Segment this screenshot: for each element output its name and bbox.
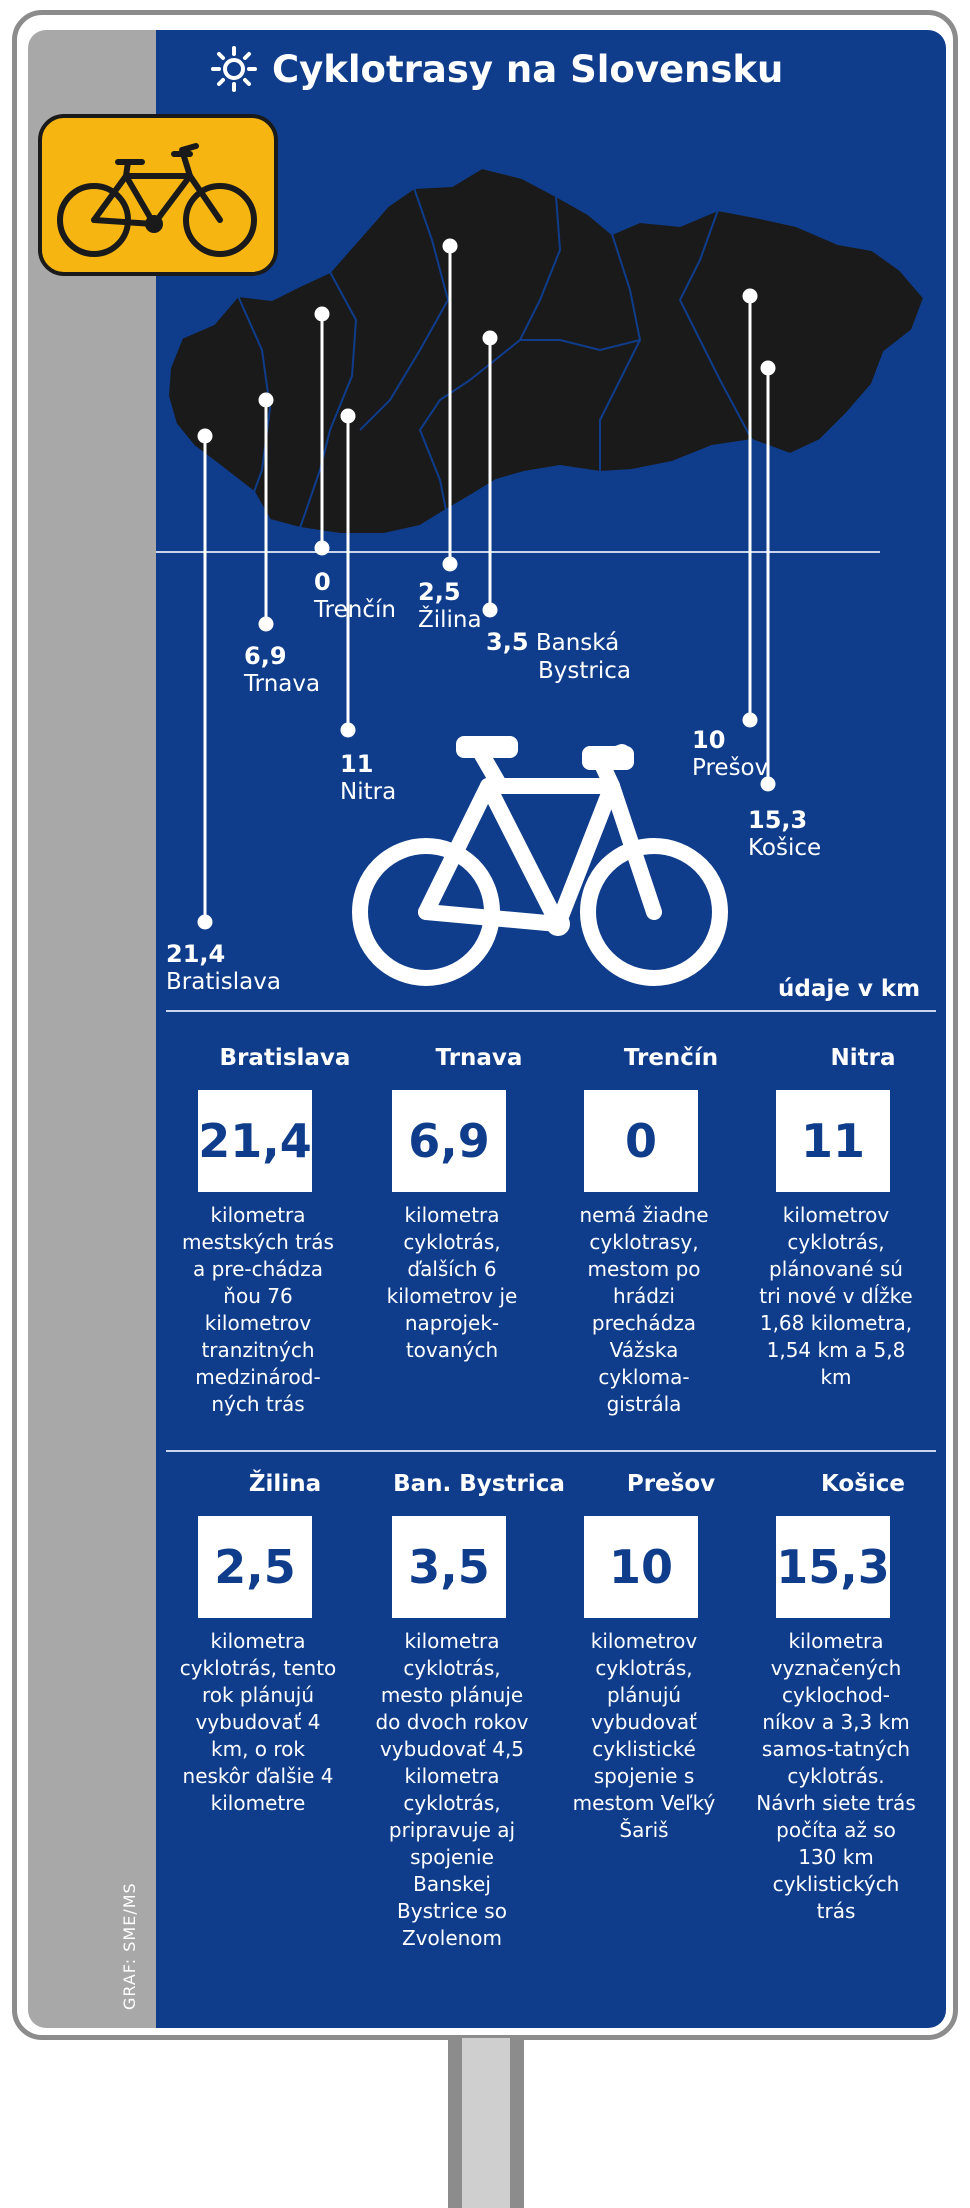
- map-city: Bratislava: [166, 969, 281, 995]
- map-label-trnava: 6,9 Trnava: [244, 642, 320, 698]
- slovakia-silhouette: [166, 166, 926, 535]
- region-border: [299, 271, 358, 529]
- sun-icon: [211, 46, 257, 92]
- map-value: 15,3: [748, 806, 808, 834]
- map-label-zilina: 2,5 Žilina: [418, 578, 482, 634]
- map-label-trencin: 0 Trenčín: [314, 568, 396, 624]
- card-description: kilometra cyklotrás, ďalších 6 kilometro…: [386, 1203, 518, 1362]
- card-city: Bratislava: [219, 1045, 351, 1071]
- page-title: Cyklotrasy na Slovensku: [272, 47, 784, 91]
- card-value: 10: [608, 1540, 673, 1594]
- region-border: [678, 209, 753, 441]
- card-value: 21,4: [198, 1114, 312, 1168]
- city-card-zilina: Žilina 2,5 kilometra cyklotrás, tento ro…: [180, 1470, 373, 1817]
- city-card-kosice: Košice 15,3 kilometra vyznačených cykloc…: [756, 1470, 951, 1925]
- map-city: Trenčín: [314, 597, 396, 623]
- map-label-bratislava: 21,4 Bratislava: [166, 940, 281, 996]
- map-value: 3,5: [486, 628, 529, 656]
- card-description: kilometrov cyklotrás, plánované sú tri n…: [759, 1203, 913, 1389]
- divider: [166, 1010, 936, 1012]
- card-value-box: 15,3: [776, 1516, 890, 1618]
- slovakia-map: [156, 166, 926, 986]
- region-border: [418, 195, 562, 511]
- map-city: Trnava: [244, 671, 321, 697]
- region-border: [520, 339, 641, 352]
- card-description: nemá žiadne cyklotrasy, mestom po hrádzi…: [579, 1203, 709, 1416]
- city-card-trencin: Trenčín 0 nemá žiadne cyklotrasy, mestom…: [579, 1044, 759, 1418]
- card-value-box: 11: [776, 1090, 890, 1192]
- map-value-row: 3,5 Banská: [486, 628, 631, 657]
- city-card-presov: Prešov 10 kilometrov cyklotrás, plánujú …: [573, 1470, 759, 1844]
- card-description: kilometra cyklotrás, tento rok plánujú v…: [179, 1629, 337, 1815]
- card-city: Trnava: [435, 1045, 523, 1071]
- map-value: 0: [314, 568, 331, 596]
- map-value: 11: [340, 750, 374, 778]
- map-city: Prešov: [692, 755, 769, 781]
- card-value: 11: [800, 1114, 865, 1168]
- map-city-line1: Banská: [535, 630, 620, 656]
- card-value-box: 6,9: [392, 1090, 506, 1192]
- card-value-box: 21,4: [198, 1090, 312, 1192]
- map-city: Žilina: [418, 607, 482, 633]
- map-label-nitra: 11 Nitra: [340, 750, 396, 806]
- card-city: Ban. Bystrica: [393, 1471, 565, 1497]
- region-border: [599, 233, 642, 472]
- card-value-box: 10: [584, 1516, 698, 1618]
- card-city: Prešov: [626, 1471, 716, 1497]
- card-city: Žilina: [248, 1471, 322, 1497]
- card-city: Trenčín: [623, 1045, 719, 1071]
- card-value: 2,5: [214, 1540, 296, 1594]
- card-description: kilometrov cyklotrás, plánujú vybudovať …: [572, 1629, 716, 1842]
- map-value: 21,4: [166, 940, 226, 968]
- sign-side-strip: [28, 30, 156, 2028]
- map-value: 10: [692, 726, 726, 754]
- card-value-box: 2,5: [198, 1516, 312, 1618]
- card-value: 6,9: [408, 1114, 490, 1168]
- card-description: kilometra cyklotrás, mesto plánuje do dv…: [375, 1629, 529, 1950]
- map-city: Nitra: [340, 779, 397, 805]
- card-value: 15,3: [776, 1540, 890, 1594]
- map-label-presov: 10 Prešov: [692, 726, 768, 782]
- city-card-nitra: Nitra 11 kilometrov cyklotrás, plánované…: [759, 1044, 951, 1391]
- card-value: 3,5: [408, 1540, 490, 1594]
- region-border: [359, 187, 450, 431]
- city-card-bratislava: Bratislava 21,4 kilometra mestských trás…: [182, 1044, 373, 1418]
- region-border: [237, 295, 272, 493]
- sign-pole-highlight: [462, 2038, 510, 2208]
- unit-note: údaje v km: [778, 976, 921, 1002]
- card-value-box: 0: [584, 1090, 698, 1192]
- city-card-trnava: Trnava 6,9 kilometra cyklotrás, ďalších …: [387, 1044, 567, 1364]
- card-city: Košice: [820, 1471, 906, 1497]
- bicycle-icon: [57, 143, 257, 257]
- map-label-kosice: 15,3 Košice: [748, 806, 821, 862]
- map-value: 6,9: [244, 642, 287, 670]
- title-row: Cyklotrasy na Slovensku: [210, 44, 783, 94]
- city-card-banska-bystrica: Ban. Bystrica 3,5 kilometra cyklotrás, m…: [375, 1470, 567, 1952]
- map-value: 2,5: [418, 578, 461, 606]
- divider: [166, 1450, 936, 1452]
- card-value-box: 3,5: [392, 1516, 506, 1618]
- graphic-credit: GRAF: SME/MS: [120, 1882, 139, 2010]
- card-description: kilometra vyznačených cyklochod-níkov a …: [756, 1629, 916, 1923]
- bicycle-icon: [352, 740, 728, 986]
- card-description: kilometra mestských trás a pre-chádza ňo…: [182, 1203, 334, 1416]
- map-label-banska-bystrica: 3,5 Banská Bystrica: [486, 628, 631, 685]
- card-value: 0: [624, 1114, 657, 1168]
- card-city: Nitra: [830, 1045, 896, 1071]
- bicycle-badge: [38, 114, 278, 276]
- map-city-line2: Bystrica: [538, 658, 631, 684]
- map-city: Košice: [748, 835, 822, 861]
